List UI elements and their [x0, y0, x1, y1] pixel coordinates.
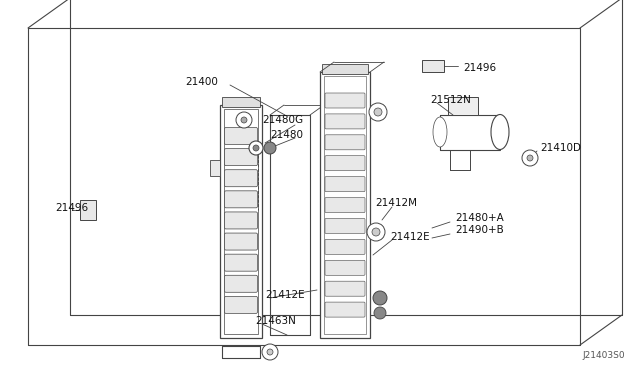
Text: 21496: 21496 — [463, 63, 496, 73]
Bar — [224, 109, 258, 334]
Text: 21480G: 21480G — [262, 115, 303, 125]
Text: J21403S0: J21403S0 — [582, 351, 625, 360]
Text: 21412M: 21412M — [375, 198, 417, 208]
Bar — [220, 105, 262, 338]
Circle shape — [367, 223, 385, 241]
Circle shape — [374, 108, 382, 116]
FancyBboxPatch shape — [325, 218, 365, 234]
Circle shape — [374, 307, 386, 319]
FancyBboxPatch shape — [225, 296, 257, 313]
Bar — [222, 97, 260, 107]
FancyBboxPatch shape — [325, 135, 365, 150]
Circle shape — [373, 291, 387, 305]
Text: 21463N: 21463N — [255, 316, 296, 326]
Circle shape — [241, 117, 247, 123]
FancyBboxPatch shape — [225, 170, 257, 187]
FancyBboxPatch shape — [225, 275, 257, 292]
Bar — [80, 200, 96, 220]
Circle shape — [527, 155, 533, 161]
FancyBboxPatch shape — [325, 302, 365, 317]
Circle shape — [253, 145, 259, 151]
Text: 21490+B: 21490+B — [455, 225, 504, 235]
Text: 21400: 21400 — [185, 77, 218, 87]
Bar — [322, 64, 368, 74]
FancyBboxPatch shape — [325, 239, 365, 254]
Bar — [210, 160, 220, 176]
Text: 21512N: 21512N — [430, 95, 471, 105]
Bar — [422, 60, 444, 72]
Circle shape — [264, 142, 276, 154]
FancyBboxPatch shape — [225, 148, 257, 166]
Ellipse shape — [491, 115, 509, 150]
Bar — [448, 97, 478, 115]
FancyBboxPatch shape — [325, 177, 365, 192]
Circle shape — [262, 344, 278, 360]
Text: 21412E: 21412E — [265, 290, 305, 300]
FancyBboxPatch shape — [225, 233, 257, 250]
Bar — [320, 72, 370, 338]
FancyBboxPatch shape — [225, 212, 257, 229]
FancyBboxPatch shape — [325, 93, 365, 108]
Bar — [324, 76, 366, 334]
Circle shape — [372, 228, 380, 236]
Circle shape — [236, 112, 252, 128]
FancyBboxPatch shape — [225, 191, 257, 208]
Ellipse shape — [433, 117, 447, 147]
Text: 21480+A: 21480+A — [455, 213, 504, 223]
Circle shape — [249, 141, 263, 155]
FancyBboxPatch shape — [325, 156, 365, 171]
FancyBboxPatch shape — [225, 254, 257, 271]
Circle shape — [267, 349, 273, 355]
Circle shape — [522, 150, 538, 166]
Text: 21412E: 21412E — [390, 232, 429, 242]
FancyBboxPatch shape — [225, 128, 257, 144]
FancyBboxPatch shape — [325, 198, 365, 212]
Circle shape — [369, 103, 387, 121]
Text: 21496: 21496 — [55, 203, 88, 213]
FancyBboxPatch shape — [325, 281, 365, 296]
FancyBboxPatch shape — [325, 260, 365, 275]
Text: 21410D: 21410D — [540, 143, 581, 153]
Text: 21480: 21480 — [270, 130, 303, 140]
FancyBboxPatch shape — [325, 114, 365, 129]
